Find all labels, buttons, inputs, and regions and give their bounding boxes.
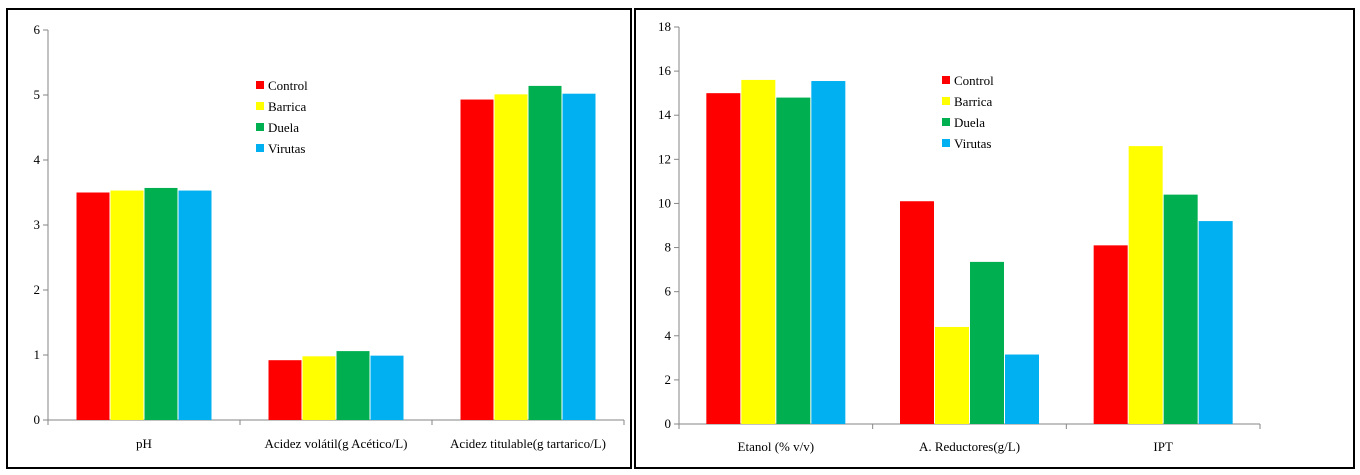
bar-control-ipt xyxy=(1093,245,1128,424)
y-tick-label: 14 xyxy=(658,107,672,122)
legend-label-control: Control xyxy=(954,73,994,88)
bar-duela-a-reductores-g-l xyxy=(970,261,1004,424)
y-tick-label: 4 xyxy=(665,328,672,343)
legend-label-duela: Duela xyxy=(268,120,299,135)
chart-panel-left: 0 1 2 3 4 5 6 pH Acidez volátil(g Acético/L) Acid… xyxy=(6,8,632,469)
legend-swatch-duela xyxy=(942,118,950,126)
y-tick-label: 12 xyxy=(658,151,671,166)
y-tick-label: 10 xyxy=(658,195,671,210)
x-category-label: Acidez titulable(g tartarico/L) xyxy=(450,436,606,451)
legend-label-virutas: Virutas xyxy=(954,136,992,151)
legend-label-barrica: Barrica xyxy=(268,99,306,114)
bar-duela-ipt xyxy=(1163,194,1198,424)
x-category-label: Etanol (% v/v) xyxy=(738,439,815,454)
x-category-label: Acidez volátil(g Acético/L) xyxy=(265,436,408,451)
legend-label-barrica: Barrica xyxy=(954,94,992,109)
bar-duela-etanol-v-v xyxy=(776,97,811,425)
legend-swatch-barrica xyxy=(256,102,264,110)
x-category-label: IPT xyxy=(1153,439,1173,454)
legend-swatch-virutas xyxy=(256,144,264,152)
bar-barrica-a-reductores-g-l xyxy=(935,326,969,424)
legend-swatch-barrica xyxy=(942,97,950,105)
y-tick-label: 6 xyxy=(665,284,672,299)
chart-right: 0 2 4 6 8 10 12 14 16 18 Etanol (% v/v) A. Reductor… xyxy=(658,19,1261,454)
bar-barrica-acidez-titulable-g-tartarico-l xyxy=(494,94,528,420)
chart-panel-right: 0 2 4 6 8 10 12 14 16 18 Etanol (% v/v) A. Reductor… xyxy=(634,8,1355,469)
legend-swatch-control xyxy=(256,81,264,89)
x-category-label: A. Reductores(g/L) xyxy=(919,439,1020,454)
bar-barrica-ipt xyxy=(1128,146,1163,424)
legend-swatch-control xyxy=(942,76,950,84)
legend-swatch-duela xyxy=(256,123,264,131)
y-tick-label: 6 xyxy=(34,22,41,37)
bar-virutas-a-reductores-g-l xyxy=(1005,354,1039,424)
bar-barrica-ph xyxy=(110,190,144,420)
bar-duela-ph xyxy=(144,187,178,420)
y-tick-label: 0 xyxy=(665,416,672,431)
y-tick-label: 4 xyxy=(34,152,41,167)
chart-left: 0 1 2 3 4 5 6 pH Acidez volátil(g Acético/L) Acid… xyxy=(34,22,625,451)
y-tick-label: 8 xyxy=(665,240,672,255)
y-tick-label: 1 xyxy=(34,347,41,362)
legend-swatch-virutas xyxy=(942,139,950,147)
bar-virutas-acidez-vol-til-g-ac-tico-l xyxy=(370,355,404,420)
bar-control-acidez-titulable-g-tartarico-l xyxy=(460,99,494,421)
bar-virutas-etanol-v-v xyxy=(811,81,846,425)
bar-duela-acidez-vol-til-g-ac-tico-l xyxy=(336,351,370,420)
legend-label-virutas: Virutas xyxy=(268,141,306,156)
y-tick-label: 0 xyxy=(34,412,41,427)
y-tick-label: 5 xyxy=(34,87,41,102)
y-tick-label: 16 xyxy=(658,63,672,78)
legend-label-control: Control xyxy=(268,78,308,93)
bar-control-ph xyxy=(76,192,110,420)
bar-barrica-acidez-vol-til-g-ac-tico-l xyxy=(302,356,336,420)
bar-control-acidez-vol-til-g-ac-tico-l xyxy=(268,360,302,420)
legend-label-duela: Duela xyxy=(954,115,985,130)
bar-virutas-ipt xyxy=(1198,221,1233,424)
y-tick-label: 2 xyxy=(34,282,41,297)
y-tick-label: 3 xyxy=(34,217,41,232)
bar-control-etanol-v-v xyxy=(706,93,741,425)
bar-duela-acidez-titulable-g-tartarico-l xyxy=(528,85,562,421)
bar-virutas-ph xyxy=(178,190,212,420)
bar-virutas-acidez-titulable-g-tartarico-l xyxy=(562,93,596,420)
x-category-label: pH xyxy=(136,436,152,451)
y-tick-label: 18 xyxy=(658,19,671,34)
y-tick-label: 2 xyxy=(665,372,672,387)
bar-control-a-reductores-g-l xyxy=(900,201,934,424)
bar-barrica-etanol-v-v xyxy=(741,79,776,424)
